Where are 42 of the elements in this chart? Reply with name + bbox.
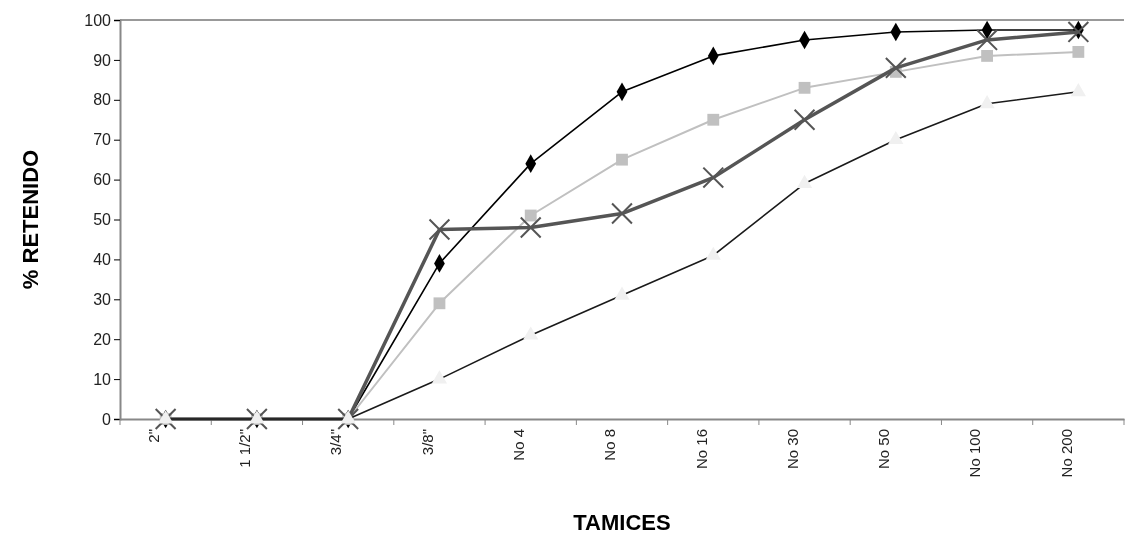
x-tick-label: No 30 bbox=[783, 429, 801, 470]
point bbox=[519, 216, 542, 239]
point bbox=[976, 29, 999, 51]
x-tick-label: No 16 bbox=[692, 429, 710, 470]
x-tick-label: No 50 bbox=[875, 429, 893, 470]
point bbox=[611, 202, 633, 225]
x-axis-title: TAMICES bbox=[573, 510, 671, 535]
x-tick-label: 2" bbox=[144, 429, 162, 443]
y-tick-label: 90 bbox=[93, 51, 112, 69]
y-tick-label: 50 bbox=[93, 211, 112, 229]
point bbox=[702, 166, 725, 189]
point bbox=[793, 108, 816, 131]
point bbox=[1067, 21, 1090, 43]
y-tick-label: 60 bbox=[93, 171, 112, 189]
point bbox=[981, 49, 994, 62]
y-tick-label: 70 bbox=[93, 131, 112, 149]
x-tick-label: 3/4" bbox=[327, 429, 345, 456]
x-tick-label: No 100 bbox=[966, 429, 984, 478]
point bbox=[798, 81, 811, 94]
point bbox=[884, 56, 907, 79]
y-tick-label: 20 bbox=[93, 330, 112, 348]
y-tick-label: 10 bbox=[93, 370, 112, 388]
point bbox=[1072, 46, 1085, 58]
x-tick-label: No 200 bbox=[1057, 429, 1075, 478]
y-tick-label: 30 bbox=[93, 290, 112, 308]
point bbox=[433, 297, 446, 310]
point bbox=[245, 408, 268, 430]
point bbox=[524, 209, 537, 222]
y-axis-title: % RETENIDO bbox=[18, 149, 43, 290]
point bbox=[337, 408, 360, 430]
x-tick-label: 3/8" bbox=[418, 429, 436, 456]
point bbox=[154, 408, 177, 430]
y-tick-label: 0 bbox=[102, 410, 112, 428]
y-tick-label: 80 bbox=[93, 91, 112, 109]
x-tick-label: No 8 bbox=[601, 429, 619, 461]
y-tick-label: 40 bbox=[93, 251, 112, 269]
x-tick-label: 1 1/2" bbox=[236, 429, 254, 468]
point bbox=[707, 113, 720, 126]
point bbox=[428, 218, 451, 241]
point bbox=[616, 153, 628, 166]
x-tick-label: No 4 bbox=[509, 429, 527, 461]
y-tick-label: 100 bbox=[84, 11, 112, 29]
